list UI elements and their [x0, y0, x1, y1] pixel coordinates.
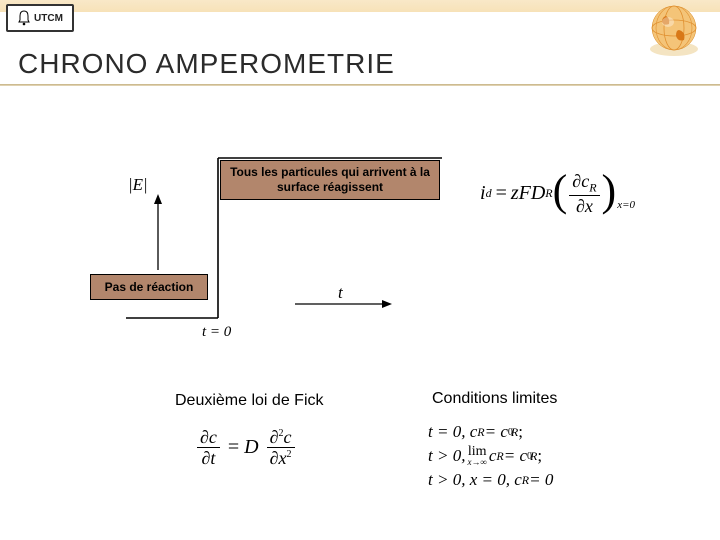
- title-underline: [0, 84, 720, 86]
- eq-condition: x=0: [617, 199, 635, 211]
- condition-line-2: t > 0, lim x→∞ cR = c0R;: [428, 444, 553, 468]
- eq-lhs-sub: d: [486, 186, 492, 201]
- label-conditions: Conditions limites: [432, 390, 557, 408]
- svg-text:t = 0: t = 0: [202, 324, 232, 340]
- bell-icon: [17, 10, 31, 26]
- condition-line-1: t = 0, cR = c0R;: [428, 420, 553, 444]
- globe-icon: [644, 2, 704, 60]
- annotation-top: Tous les particules qui arrivent à la su…: [220, 160, 440, 200]
- label-fick: Deuxième loi de Fick: [175, 392, 324, 410]
- eq-rhs-prefix-sub: R: [545, 186, 552, 201]
- svg-text:t: t: [338, 283, 344, 302]
- svg-text:|E|: |E|: [128, 175, 148, 194]
- logo-text: UTCM: [34, 13, 63, 24]
- page-title: CHRONO AMPEROMETRIE: [18, 48, 395, 80]
- annotation-left: Pas de réaction: [90, 274, 208, 300]
- eq-rhs-prefix: zFD: [511, 182, 545, 205]
- equation-fick: ∂c ∂t = D ∂2c ∂x2: [195, 428, 297, 467]
- logo-utcm: UTCM: [6, 4, 74, 32]
- condition-line-3: t > 0, x = 0, cR = 0: [428, 468, 553, 492]
- header-top-bar: [0, 0, 720, 12]
- step-diagram: |E| t t = 0 Tous les particules qui arri…: [90, 140, 450, 340]
- conditions-block: t = 0, cR = c0R; t > 0, lim x→∞ cR = c0R…: [428, 420, 553, 492]
- equation-main: id = zFDR ( ∂cR ∂x ) x=0: [480, 172, 635, 215]
